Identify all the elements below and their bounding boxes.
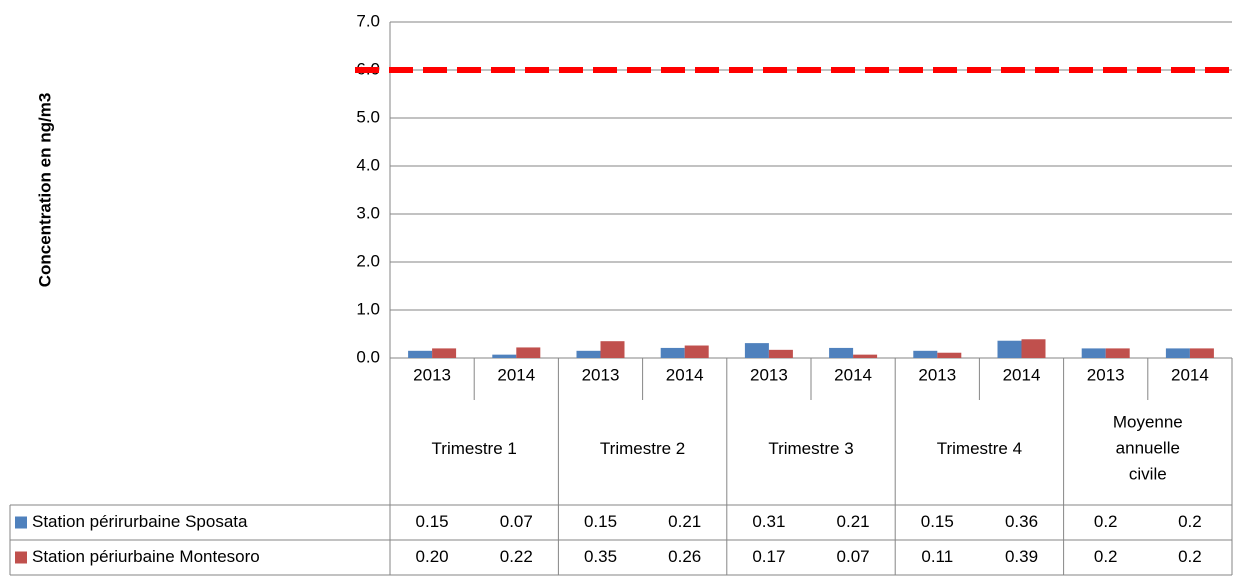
data-table-value: 0.22 [500,547,533,566]
bar [853,354,878,358]
data-table-value: 0.07 [500,512,533,531]
group-label: Trimestre 4 [937,439,1022,458]
data-table-value: 0.15 [584,512,617,531]
x-tick-label: 2013 [918,365,956,384]
y-tick-label: 4.0 [356,155,380,174]
legend-label: Station périrurbaine Sposata [32,512,248,531]
data-table-value: 0.26 [668,547,701,566]
data-table-value: 0.15 [416,512,449,531]
data-table-value: 0.2 [1178,512,1202,531]
bar [744,343,769,358]
data-table-value: 0.2 [1094,547,1118,566]
data-table-value: 0.21 [837,512,870,531]
data-table-value: 0.21 [668,512,701,531]
legend-swatch [15,516,27,529]
y-axis-label: Concentration en ng/m3 [35,93,54,288]
legend-label: Station périurbaine Montesoro [32,547,260,566]
y-tick-label: 5.0 [356,107,380,126]
bar [913,350,938,358]
x-tick-label: 2014 [497,365,535,384]
data-table-value: 0.15 [921,512,954,531]
y-tick-label: 1.0 [356,299,380,318]
x-tick-label: 2014 [834,365,872,384]
data-table-value: 0.07 [837,547,870,566]
x-tick-label: 2014 [1003,365,1041,384]
data-table-value: 0.2 [1094,512,1118,531]
bar [1081,348,1106,358]
x-tick-label: 2013 [413,365,451,384]
data-table-value: 0.39 [1005,547,1038,566]
bar [1021,339,1046,358]
bar [1165,348,1190,358]
bar [516,347,541,358]
legend-swatch [15,551,27,564]
data-table-value: 0.36 [1005,512,1038,531]
x-tick-label: 2013 [582,365,620,384]
bar [432,348,457,358]
bar [600,341,625,358]
bar [937,352,962,358]
y-tick-label: 7.0 [356,11,380,30]
group-label: Moyenne annuelle civile [1113,413,1183,484]
data-table-value: 0.20 [416,547,449,566]
bar [660,347,685,358]
x-tick-label: 2014 [1171,365,1209,384]
y-tick-label: 0.0 [356,347,380,366]
y-tick-label: 3.0 [356,203,380,222]
bar [408,350,433,358]
x-tick-label: 2013 [1087,365,1125,384]
y-tick-label: 2.0 [356,251,380,270]
bar [1105,348,1130,358]
data-table-value: 0.35 [584,547,617,566]
bar [997,340,1022,358]
data-table-value: 0.17 [752,547,785,566]
x-tick-label: 2013 [750,365,788,384]
bar [492,354,517,358]
data-table-value: 0.2 [1178,547,1202,566]
x-tick-label: 2014 [666,365,704,384]
bar [768,349,793,358]
group-label: Trimestre 1 [432,439,517,458]
group-label: Trimestre 3 [768,439,853,458]
data-table-value: 0.31 [752,512,785,531]
bar [829,347,854,358]
bar [576,350,601,358]
data-table-value: 0.11 [921,547,953,566]
group-label: Trimestre 2 [600,439,685,458]
bar [684,345,709,358]
bar [1189,348,1214,358]
